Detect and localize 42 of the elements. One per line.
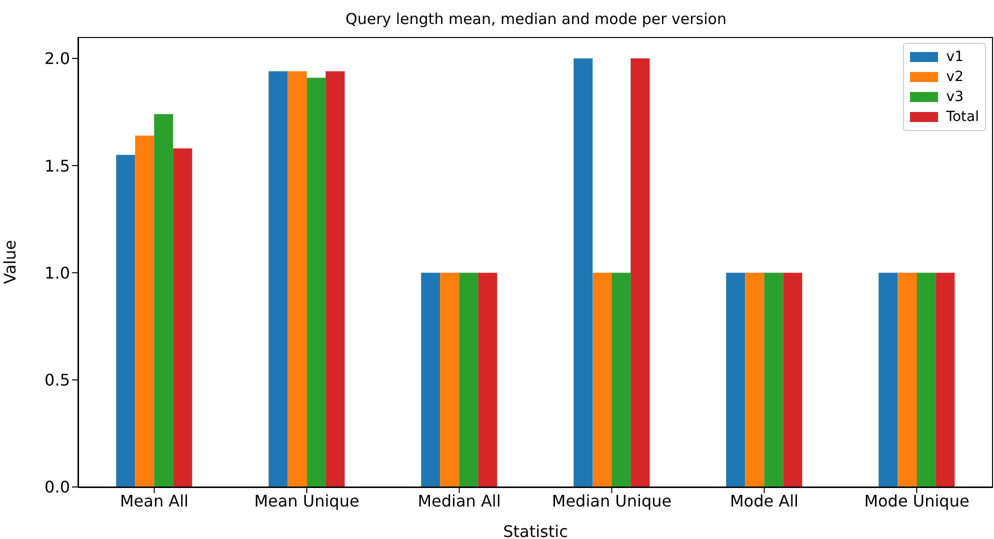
x-tick-label: Median All <box>418 491 501 510</box>
x-tick-label: Mode All <box>730 491 799 510</box>
x-axis-title: Statistic <box>503 522 568 539</box>
bar <box>726 272 746 487</box>
bar <box>783 272 802 487</box>
bar <box>936 272 955 487</box>
bar <box>306 78 326 487</box>
bar <box>268 71 288 487</box>
x-tick-label: Median Unique <box>552 491 672 510</box>
legend-label: v2 <box>946 69 964 85</box>
bar <box>116 154 136 487</box>
x-tick-label: Mode Unique <box>864 491 970 510</box>
bar <box>459 272 478 487</box>
y-tick-label: 1.0 <box>44 263 70 282</box>
y-axis-title: Value <box>0 240 20 284</box>
bar <box>478 272 498 487</box>
bar <box>421 272 440 487</box>
bar <box>440 272 460 487</box>
bar <box>745 272 764 487</box>
y-tick-label: 2.0 <box>44 49 70 68</box>
bar <box>764 272 784 487</box>
chart-title: Query length mean, median and mode per version <box>344 10 728 28</box>
y-tick-label: 0.0 <box>44 478 70 497</box>
bar <box>916 272 936 487</box>
bar <box>154 114 174 487</box>
bar <box>612 272 631 487</box>
y-tick-label: 0.5 <box>44 370 70 390</box>
legend-label: v3 <box>946 89 964 105</box>
bar <box>898 272 917 487</box>
legend-label: v1 <box>946 49 964 65</box>
bar <box>173 148 192 487</box>
x-tick-label: Mean All <box>120 491 189 510</box>
bar <box>878 272 898 487</box>
bar <box>592 272 612 487</box>
bar <box>135 136 154 487</box>
y-tick-label: 1.5 <box>44 156 70 176</box>
bar <box>574 58 593 487</box>
legend-label: Total <box>946 109 979 125</box>
bar <box>288 71 307 487</box>
x-tick-label: Mean Unique <box>254 491 360 510</box>
bar <box>326 71 345 487</box>
bar <box>630 58 650 487</box>
